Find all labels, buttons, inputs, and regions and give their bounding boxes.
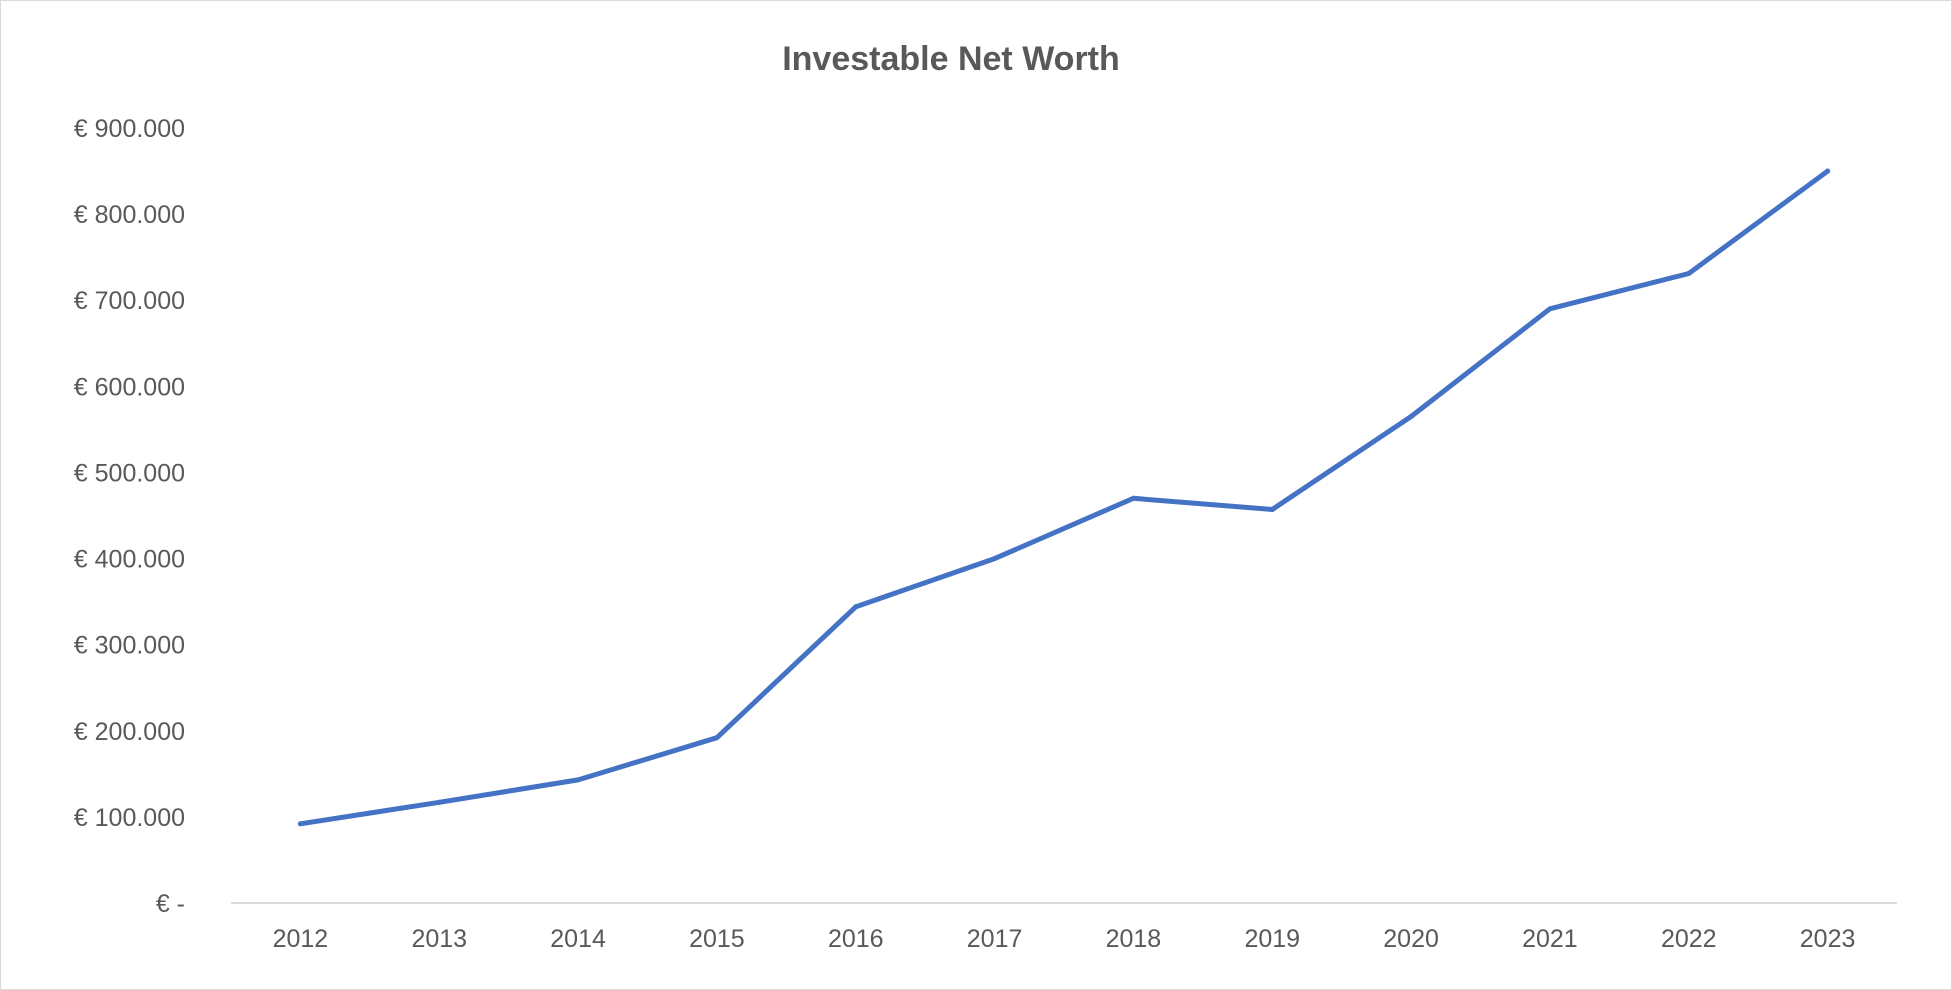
x-tick-label: 2015 [689, 925, 745, 953]
x-tick-label: 2023 [1800, 925, 1856, 953]
x-tick-label: 2019 [1244, 925, 1300, 953]
x-tick-label: 2013 [411, 925, 467, 953]
x-tick-label: 2022 [1661, 925, 1717, 953]
data-point [1825, 168, 1831, 174]
y-tick-label: € 300.000 [74, 632, 185, 660]
y-tick-label: € 400.000 [74, 546, 185, 574]
x-tick-label: 2014 [550, 925, 606, 953]
series-layer [297, 168, 1831, 827]
data-point [297, 821, 303, 827]
chart-title: Investable Net Worth [782, 40, 1120, 78]
y-axis-ticks: € - € 100.000 € 200.000 € 300.000 € 400.000 €… [74, 115, 185, 918]
data-point [436, 799, 442, 805]
data-point [992, 556, 998, 562]
series-line [297, 168, 1831, 827]
y-tick-label: € 200.000 [74, 718, 185, 746]
x-tick-label: 2017 [967, 925, 1023, 953]
y-tick-label: € 100.000 [74, 804, 185, 832]
data-point [1408, 413, 1414, 419]
data-point [1686, 271, 1692, 277]
y-tick-label: € - [156, 890, 185, 918]
y-tick-label: € 600.000 [74, 373, 185, 401]
x-tick-label: 2021 [1522, 925, 1578, 953]
data-point [853, 604, 859, 610]
x-tick-label: 2012 [273, 925, 329, 953]
y-tick-label: € 800.000 [74, 201, 185, 229]
y-tick-label: € 500.000 [74, 459, 185, 487]
y-tick-label: € 900.000 [74, 115, 185, 143]
data-point [575, 777, 581, 783]
data-point [714, 735, 720, 741]
y-tick-label: € 700.000 [74, 287, 185, 315]
x-tick-label: 2018 [1106, 925, 1162, 953]
data-point [1269, 506, 1275, 512]
data-point [1547, 306, 1553, 312]
data-point [1130, 495, 1136, 501]
x-tick-label: 2020 [1383, 925, 1439, 953]
x-tick-label: 2016 [828, 925, 884, 953]
x-axis-ticks: 2012 2013 2014 2015 2016 2017 2018 2019 2020 2021… [273, 925, 1856, 953]
